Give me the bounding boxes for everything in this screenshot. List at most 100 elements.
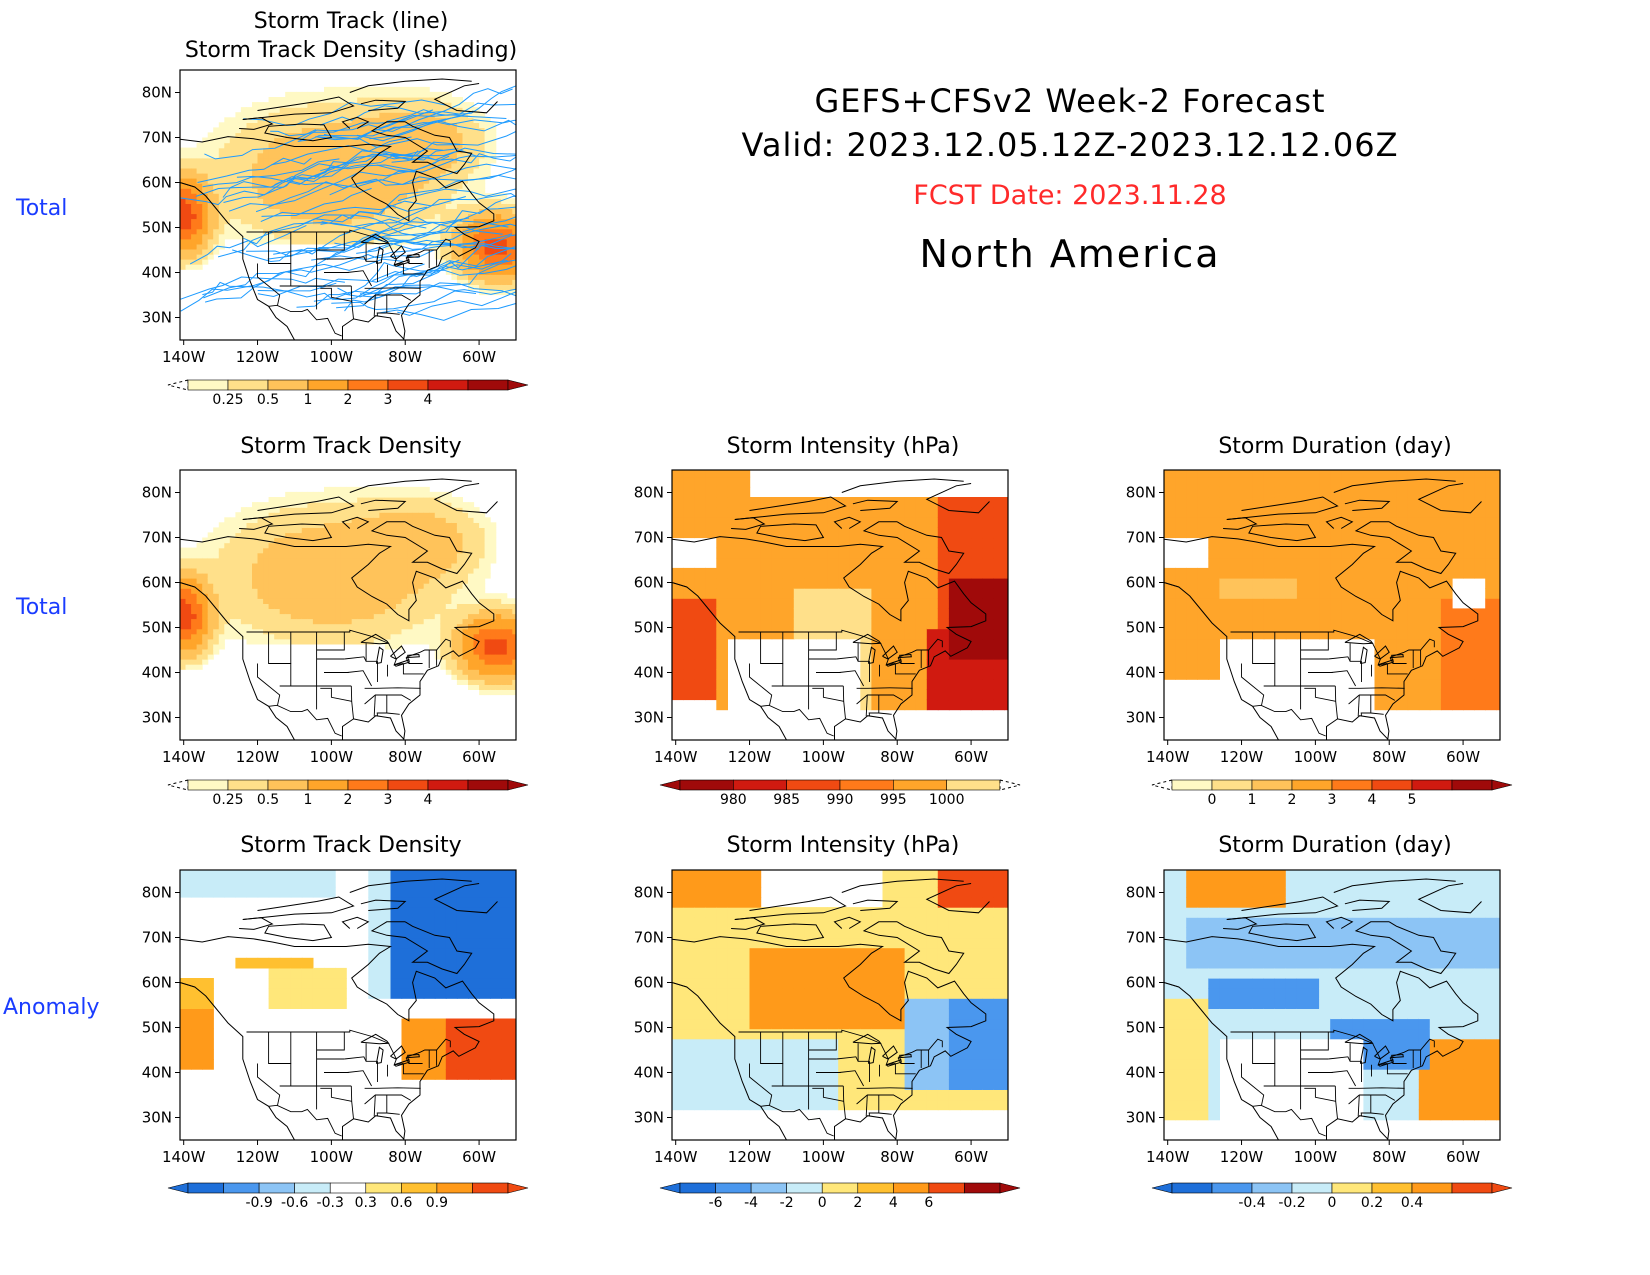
shade-cell bbox=[346, 502, 353, 508]
shade-cell bbox=[213, 198, 220, 204]
shade-cell bbox=[993, 638, 1005, 650]
shade-cell bbox=[329, 613, 336, 620]
shade-cell bbox=[484, 289, 491, 296]
storm-track-line bbox=[223, 161, 437, 203]
shade-cell bbox=[301, 507, 308, 513]
shade-cell bbox=[379, 598, 386, 604]
shade-cell bbox=[301, 172, 308, 179]
shade-cell bbox=[1241, 486, 1254, 498]
boundary-line bbox=[842, 685, 846, 719]
shade-cell bbox=[1452, 669, 1464, 680]
shade-cell bbox=[351, 527, 358, 534]
shade-cell bbox=[346, 198, 353, 204]
shade-cell bbox=[357, 188, 364, 194]
shade-cell bbox=[484, 147, 491, 154]
shade-cell bbox=[418, 542, 425, 549]
shade-cell bbox=[490, 259, 497, 265]
shade-cell bbox=[290, 497, 297, 503]
shade-cell bbox=[312, 618, 319, 625]
shade-cell bbox=[180, 552, 187, 559]
shade-cell bbox=[468, 638, 475, 645]
storm-track-line bbox=[189, 224, 307, 265]
shade-cell bbox=[324, 193, 331, 199]
shade-cell bbox=[396, 512, 403, 518]
shade-cell bbox=[948, 628, 961, 640]
shade-cell bbox=[445, 208, 452, 215]
shade-cell bbox=[290, 552, 297, 559]
shade-cell bbox=[335, 628, 342, 635]
shade-cell bbox=[793, 618, 806, 630]
shade-cell bbox=[185, 603, 192, 609]
shade-cell bbox=[335, 588, 342, 594]
shade-cell bbox=[1308, 486, 1320, 498]
shade-cell bbox=[1208, 517, 1220, 528]
shade-cell bbox=[1285, 497, 1298, 508]
shade-cell bbox=[307, 198, 314, 204]
shade-cell bbox=[246, 552, 253, 559]
shade-cell bbox=[1319, 578, 1331, 589]
shade-cell bbox=[1374, 517, 1387, 528]
shade-cell bbox=[384, 497, 391, 503]
shade-cell bbox=[893, 669, 906, 680]
shade-cell bbox=[362, 633, 369, 640]
shade-cell bbox=[506, 674, 513, 680]
shade-cell bbox=[1474, 557, 1486, 569]
shade-cell bbox=[434, 613, 441, 620]
shade-cell bbox=[495, 218, 502, 225]
shade-cell bbox=[445, 91, 452, 98]
shade-cell bbox=[202, 172, 209, 179]
shade-cell bbox=[224, 228, 231, 235]
shade-cell bbox=[373, 537, 380, 544]
shade-cell bbox=[512, 269, 516, 275]
shade-cell bbox=[324, 117, 331, 123]
shade-cell bbox=[1385, 648, 1398, 660]
shade-cell bbox=[960, 517, 972, 528]
shade-cell bbox=[396, 613, 403, 620]
shade-cell bbox=[213, 588, 220, 594]
shade-cell bbox=[479, 522, 486, 528]
shade-cell bbox=[318, 537, 325, 544]
shade-cell bbox=[235, 167, 242, 174]
shade-cell bbox=[263, 598, 270, 604]
shade-cell bbox=[390, 608, 397, 615]
shade-cell bbox=[1363, 628, 1376, 640]
shade-cell bbox=[274, 198, 281, 204]
shade-cell bbox=[412, 502, 419, 508]
shade-cell bbox=[346, 618, 353, 625]
shade-cell bbox=[429, 157, 436, 164]
shade-cell bbox=[683, 507, 695, 518]
shade-cell bbox=[257, 598, 264, 604]
lat-tick-label: 70N bbox=[634, 529, 664, 547]
shade-cell bbox=[268, 502, 275, 508]
coastline bbox=[731, 517, 766, 530]
shade-cell bbox=[229, 547, 236, 554]
shade-cell bbox=[456, 269, 463, 275]
shade-cell bbox=[738, 618, 751, 630]
shade-cell bbox=[937, 638, 950, 650]
shade-cell bbox=[705, 659, 717, 670]
shade-cell bbox=[335, 172, 342, 179]
shade-cell bbox=[1330, 567, 1342, 579]
storm-track-line bbox=[379, 174, 516, 216]
shade-cell bbox=[479, 132, 486, 139]
shade-cell bbox=[434, 522, 441, 528]
shade-cell bbox=[362, 86, 369, 93]
colorbar-swatch bbox=[893, 779, 947, 791]
shade-cell bbox=[1474, 679, 1486, 690]
shade-cell bbox=[971, 699, 983, 711]
shade-cell bbox=[191, 157, 198, 164]
shade-cell bbox=[196, 162, 203, 169]
shade-cell bbox=[202, 537, 209, 544]
shade-cell bbox=[368, 547, 375, 554]
shade-cell bbox=[468, 188, 475, 194]
shade-cell bbox=[838, 567, 850, 579]
shade-cell bbox=[506, 198, 513, 204]
shade-cell bbox=[335, 623, 342, 630]
shade-cell bbox=[1385, 476, 1398, 488]
shade-cell bbox=[484, 198, 491, 204]
shade-cell bbox=[1385, 567, 1398, 579]
shade-cell bbox=[373, 218, 380, 225]
boundary-line bbox=[386, 712, 400, 715]
shade-cell bbox=[213, 183, 220, 189]
shade-cell bbox=[468, 274, 475, 280]
